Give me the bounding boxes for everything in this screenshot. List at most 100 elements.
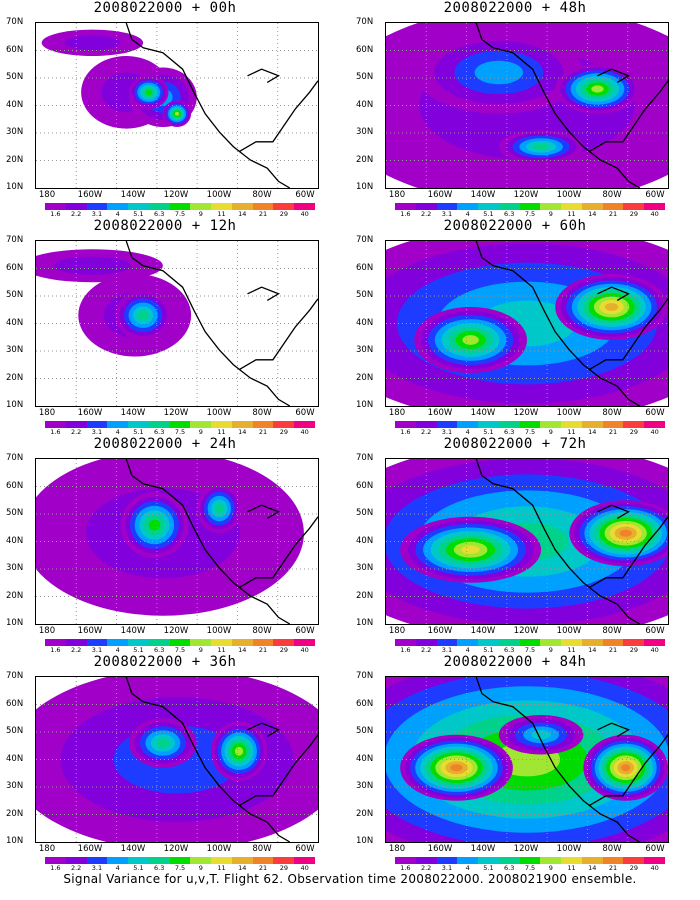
colorbar-swatch xyxy=(415,421,437,428)
panel-title: 2008022000 + 84h xyxy=(443,654,587,670)
colorbar-swatch xyxy=(395,857,416,864)
lat-label: 10N xyxy=(6,836,24,846)
lon-label: 60W xyxy=(295,844,315,854)
colorbar-swatch xyxy=(107,857,129,864)
lon-label: 140W xyxy=(470,844,496,854)
colorbar-label: 29 xyxy=(629,210,638,218)
coastline xyxy=(475,677,641,842)
lat-label: 20N xyxy=(356,154,374,165)
colorbar-label: 5.1 xyxy=(483,646,494,654)
colorbar-label: 4 xyxy=(115,864,120,872)
lon-label: 60W xyxy=(645,408,665,418)
colorbar-label: 6.3 xyxy=(154,210,165,218)
colorbar-swatch xyxy=(478,857,499,864)
colorbar-swatch xyxy=(107,203,129,210)
coastline xyxy=(238,516,318,589)
lat-label: 10N xyxy=(6,400,24,410)
panel-title: 2008022000 + 60h xyxy=(443,218,587,234)
colorbar-swatch xyxy=(169,857,191,864)
map-panel: 2008022000 + 00h 70N 60N 50N 40N 30N 20N 10N 180… xyxy=(0,0,330,218)
colorbar-label: 2.2 xyxy=(70,428,82,436)
variance-contour xyxy=(148,519,161,531)
colorbar-swatch xyxy=(644,203,665,210)
colorbar-label: 3.1 xyxy=(441,864,453,872)
lon-label: 160W xyxy=(427,844,453,854)
map-area xyxy=(385,240,669,407)
colorbar-swatch xyxy=(602,857,624,864)
colorbar-label: 5.1 xyxy=(133,210,144,218)
colorbar-label: 5.1 xyxy=(133,428,144,436)
colorbar-label: 5.1 xyxy=(483,210,494,218)
colorbar-swatch xyxy=(273,639,295,646)
colorbar-swatch xyxy=(211,421,232,428)
colorbar-swatch xyxy=(519,639,541,646)
colorbar-label: 1.6 xyxy=(400,864,411,872)
colorbar xyxy=(395,421,665,428)
colorbar-swatch xyxy=(252,857,274,864)
lat-label: 50N xyxy=(356,72,374,82)
lat-label: 40N xyxy=(6,317,24,328)
lat-label: 30N xyxy=(356,563,374,573)
colorbar-label: 14 xyxy=(238,646,247,654)
colorbar-swatch xyxy=(395,421,416,428)
colorbar-swatch xyxy=(231,639,253,646)
colorbar-labels: 1.6 2.2 3.1 4 5.1 6.3 7.5 9 11 14 21 29 40 xyxy=(45,428,315,438)
panel-title: 2008022000 + 12h xyxy=(93,218,237,234)
colorbar-swatch xyxy=(252,203,274,210)
colorbar-swatch xyxy=(457,639,479,646)
colorbar-label: 29 xyxy=(279,646,288,654)
colorbar-label: 40 xyxy=(300,428,309,436)
lat-label: 60N xyxy=(356,44,374,55)
colorbar-swatch xyxy=(623,421,645,428)
lon-label: 100W xyxy=(556,626,582,636)
colorbar xyxy=(395,857,665,864)
colorbar-swatch xyxy=(65,857,87,864)
colorbar-labels: 1.6 2.2 3.1 4 5.1 6.3 7.5 9 11 14 21 29 40 xyxy=(45,210,315,220)
colorbar-swatch xyxy=(190,421,212,428)
colorbar-swatch xyxy=(65,639,87,646)
coastline xyxy=(247,722,281,737)
lon-label: 100W xyxy=(556,408,582,418)
lon-label: 80W xyxy=(602,408,622,418)
colorbar-swatch xyxy=(602,639,624,646)
colorbar-swatch xyxy=(561,857,582,864)
variance-contour xyxy=(621,764,631,772)
lon-label: 140W xyxy=(470,408,496,418)
lon-label: 100W xyxy=(206,626,232,636)
colorbar-label: 40 xyxy=(650,864,659,872)
colorbar-label: 4 xyxy=(465,210,470,218)
map-canvas xyxy=(386,459,668,624)
lon-label: 80W xyxy=(252,190,272,200)
lat-label: 70N xyxy=(356,453,374,463)
lat-label: 40N xyxy=(6,753,24,764)
lat-label: 60N xyxy=(6,480,24,491)
colorbar xyxy=(395,639,665,646)
map-panel: 2008022000 + 36h 70N 60N 50N 40N 30N 20N 10N 180… xyxy=(0,654,330,872)
lon-label: 60W xyxy=(645,626,665,636)
lat-label: 70N xyxy=(356,235,374,245)
colorbar-swatch xyxy=(644,639,665,646)
colorbar-swatch xyxy=(190,857,212,864)
map-panel: 2008022000 + 72h 70N 60N 50N 40N 30N 20N 10N 180… xyxy=(350,436,680,654)
colorbar-swatch xyxy=(294,857,315,864)
colorbar-label: 14 xyxy=(588,428,597,436)
variance-contour xyxy=(450,764,463,772)
colorbar-swatch xyxy=(519,857,541,864)
colorbar-label: 3.1 xyxy=(91,428,103,436)
lat-label: 60N xyxy=(356,480,374,491)
colorbar-swatch xyxy=(415,203,437,210)
coastline xyxy=(588,516,668,589)
colorbar-swatch xyxy=(602,421,624,428)
lon-label: 140W xyxy=(120,844,146,854)
colorbar-label: 29 xyxy=(629,646,638,654)
colorbar-label: 5.1 xyxy=(483,428,494,436)
colorbar-swatch xyxy=(128,421,149,428)
map-canvas xyxy=(386,677,668,842)
coastline xyxy=(247,286,281,301)
colorbar-label: 21 xyxy=(258,428,268,436)
map-panel: 2008022000 + 48h 70N 60N 50N 40N 30N 20N 10N 180… xyxy=(350,0,680,218)
colorbar-label: 11 xyxy=(217,210,226,218)
colorbar-swatch xyxy=(148,857,170,864)
colorbar-label: 1.6 xyxy=(400,428,411,436)
lat-label: 70N xyxy=(6,671,24,681)
